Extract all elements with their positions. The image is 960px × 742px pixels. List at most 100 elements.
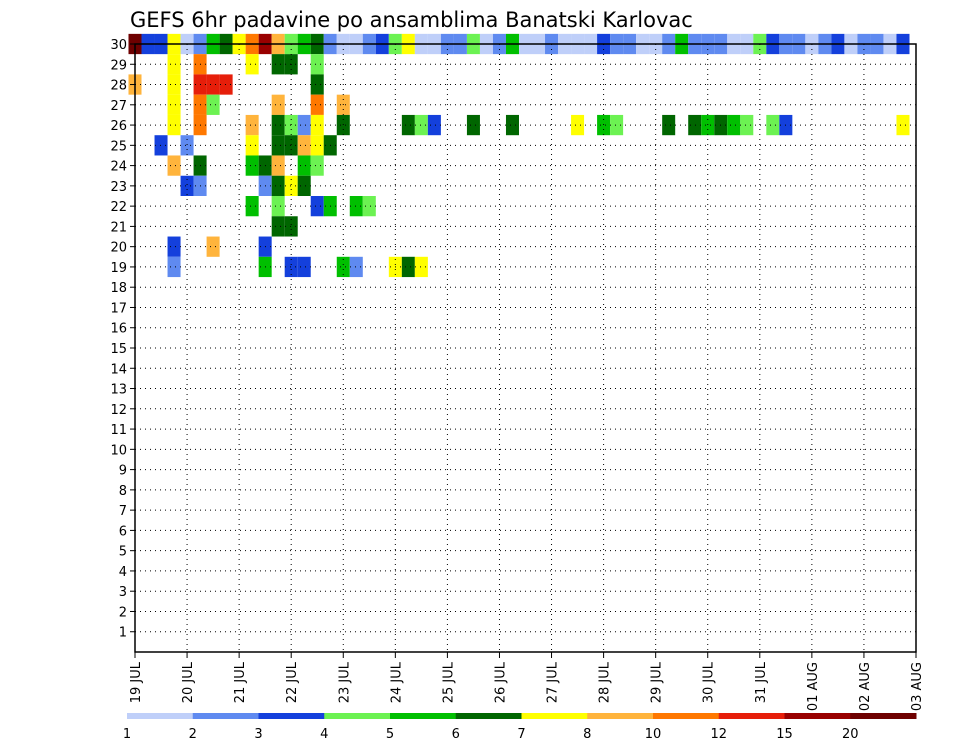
heatmap-cell bbox=[310, 54, 324, 75]
heatmap-cell bbox=[167, 256, 181, 278]
grid-lines bbox=[135, 44, 916, 652]
y-tick-label: 23 bbox=[110, 180, 127, 195]
x-tick-label: 02 AUG bbox=[858, 662, 873, 711]
heatmap-cell bbox=[414, 256, 428, 278]
heatmap-cell bbox=[271, 196, 285, 217]
y-tick-label: 7 bbox=[119, 504, 127, 519]
y-tick-label: 21 bbox=[110, 220, 127, 235]
heatmap-cell bbox=[571, 114, 585, 136]
colorbar-label: 1 bbox=[123, 727, 131, 742]
heatmap-cell bbox=[180, 135, 194, 156]
y-tick-label: 17 bbox=[110, 301, 127, 316]
x-tick-label: 21 JUL bbox=[233, 661, 248, 703]
colorbar-swatch bbox=[784, 713, 851, 719]
heatmap-cell bbox=[297, 114, 311, 136]
x-tick-label: 31 JUL bbox=[754, 661, 769, 703]
x-tick-label: 25 JUL bbox=[441, 661, 456, 703]
y-tick-label: 14 bbox=[110, 362, 127, 377]
heatmap-cell bbox=[206, 94, 220, 115]
x-tick-label: 30 JUL bbox=[702, 661, 717, 703]
heatmap-cell bbox=[688, 114, 702, 136]
y-tick-label: 27 bbox=[110, 99, 127, 114]
y-axis-ticks: 1234567891011121314151617181920212223242… bbox=[110, 38, 135, 641]
heatmap-cell bbox=[154, 135, 168, 156]
y-tick-label: 22 bbox=[110, 200, 127, 215]
heatmap-cell bbox=[284, 216, 298, 237]
y-tick-label: 13 bbox=[110, 383, 127, 398]
x-tick-label: 20 JUL bbox=[181, 661, 196, 703]
colorbar-swatch bbox=[258, 713, 325, 719]
y-tick-label: 28 bbox=[110, 79, 127, 94]
heatmap-cell bbox=[167, 236, 181, 257]
heatmap-cell bbox=[245, 196, 259, 217]
y-tick-label: 11 bbox=[110, 423, 127, 438]
heatmap-cell bbox=[271, 155, 285, 176]
colorbar-swatch bbox=[390, 713, 457, 719]
chart-title: GEFS 6hr padavine po ansamblima Banatski… bbox=[130, 8, 693, 32]
y-tick-label: 29 bbox=[110, 58, 127, 73]
heatmap-cell bbox=[284, 114, 298, 136]
colorbar-swatch bbox=[127, 713, 194, 719]
y-tick-label: 5 bbox=[119, 545, 127, 560]
y-tick-label: 3 bbox=[119, 585, 127, 600]
x-tick-label: 22 JUL bbox=[285, 661, 300, 703]
y-tick-label: 26 bbox=[110, 119, 127, 134]
heatmap-cell bbox=[701, 114, 715, 136]
heatmap-cell bbox=[610, 114, 624, 136]
heatmap-cell bbox=[167, 94, 181, 115]
y-tick-label: 6 bbox=[119, 524, 127, 539]
heatmap-cell bbox=[167, 74, 181, 95]
heatmap-cell bbox=[271, 216, 285, 237]
heatmap-cell bbox=[310, 135, 324, 156]
y-tick-label: 12 bbox=[110, 403, 127, 418]
heatmap-cell bbox=[662, 114, 676, 136]
colorbar-swatch bbox=[192, 713, 259, 719]
heatmap-cell bbox=[336, 256, 350, 278]
heatmap-cell bbox=[206, 236, 220, 257]
colorbar-label: 3 bbox=[254, 727, 262, 742]
heatmap-cell bbox=[597, 114, 611, 136]
heatmap-cell bbox=[167, 155, 181, 176]
colorbar-swatch bbox=[718, 713, 785, 719]
y-tick-label: 16 bbox=[110, 322, 127, 337]
x-tick-label: 24 JUL bbox=[389, 661, 404, 703]
heatmap-cell bbox=[349, 196, 363, 217]
heatmap-cell bbox=[219, 74, 233, 95]
x-tick-label: 03 AUG bbox=[910, 662, 925, 711]
heatmap-cell bbox=[271, 135, 285, 156]
colorbar-swatch bbox=[521, 713, 588, 719]
heatmap-cell bbox=[336, 114, 350, 136]
y-tick-label: 2 bbox=[119, 605, 127, 620]
y-tick-label: 25 bbox=[110, 139, 127, 154]
heatmap-cell bbox=[271, 94, 285, 115]
heatmap-cell bbox=[271, 114, 285, 136]
heatmap-cell bbox=[271, 54, 285, 75]
heatmap-cell bbox=[310, 74, 324, 95]
colorbar-label: 2 bbox=[189, 727, 197, 742]
heatmap-cell bbox=[727, 114, 741, 136]
colorbar-label: 6 bbox=[452, 727, 460, 742]
x-tick-label: 23 JUL bbox=[337, 661, 352, 703]
heatmap-cell bbox=[206, 74, 220, 95]
heatmap-cell bbox=[167, 54, 181, 75]
heatmap-cell bbox=[362, 196, 376, 217]
heatmap-cell bbox=[896, 114, 910, 136]
colorbar-label: 8 bbox=[583, 727, 591, 742]
heatmap-cell bbox=[310, 155, 324, 176]
heatmap-cell bbox=[766, 114, 780, 136]
colorbar-label: 4 bbox=[320, 727, 328, 742]
heatmap-cell bbox=[297, 175, 311, 196]
y-tick-label: 24 bbox=[110, 160, 127, 175]
colorbar-label: 10 bbox=[645, 727, 662, 742]
heatmap-cell bbox=[401, 114, 415, 136]
heatmap-cell bbox=[427, 114, 441, 136]
heatmap-cell bbox=[245, 155, 259, 176]
x-tick-label: 19 JUL bbox=[129, 661, 144, 703]
y-tick-label: 15 bbox=[110, 342, 127, 357]
heatmap-cell bbox=[297, 155, 311, 176]
heatmap-cell bbox=[284, 135, 298, 156]
heatmap-cell bbox=[245, 114, 259, 136]
heatmap-cell bbox=[245, 54, 259, 75]
colorbar-label: 7 bbox=[517, 727, 525, 742]
y-tick-label: 20 bbox=[110, 241, 127, 256]
